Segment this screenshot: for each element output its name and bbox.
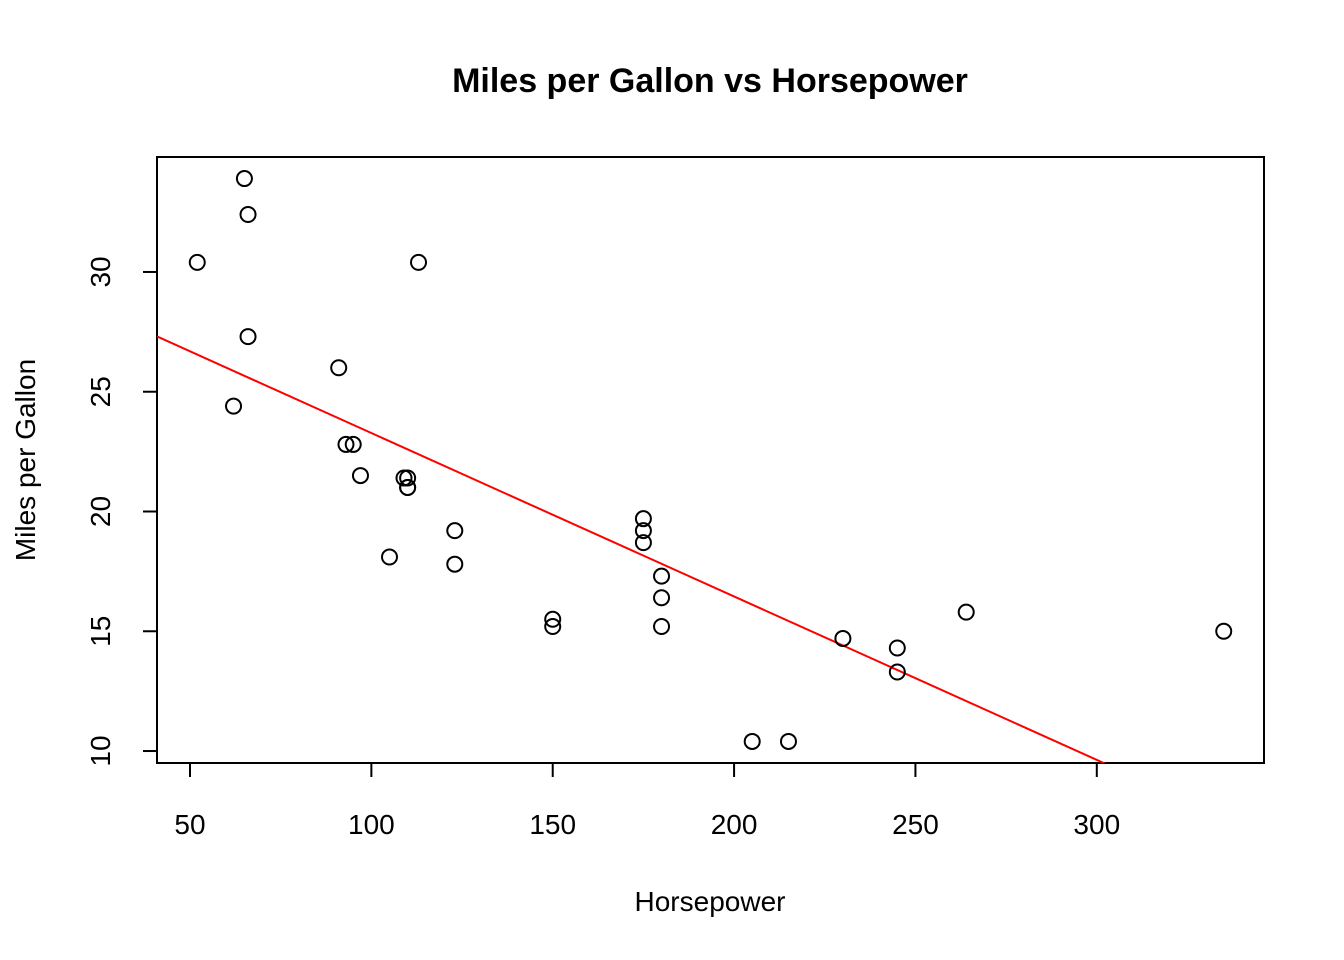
data-point: [544, 610, 562, 628]
data-points: [188, 170, 1233, 750]
data-point: [239, 205, 257, 223]
data-point: [188, 253, 206, 271]
y-tick-label: 30: [85, 256, 116, 287]
x-tick-label: 150: [529, 809, 576, 840]
data-point: [235, 170, 253, 188]
data-point: [634, 510, 652, 528]
data-point: [399, 479, 417, 497]
data-point: [888, 663, 906, 681]
data-point: [779, 732, 797, 750]
data-point: [337, 435, 355, 453]
data-point: [399, 469, 417, 487]
x-tick-label: 250: [892, 809, 939, 840]
x-axis-label: Horsepower: [635, 886, 786, 917]
data-point: [653, 617, 671, 635]
data-point: [410, 253, 428, 271]
x-tick-label: 100: [348, 809, 395, 840]
data-point: [446, 555, 464, 573]
y-tick-label: 20: [85, 496, 116, 527]
data-point: [1215, 622, 1233, 640]
data-point: [380, 548, 398, 566]
data-point: [225, 397, 243, 415]
y-tick-label: 15: [85, 616, 116, 647]
regression-line: [157, 335, 1107, 763]
x-tick-label: 300: [1073, 809, 1120, 840]
data-point: [544, 617, 562, 635]
y-axis-label: Miles per Gallon: [10, 359, 41, 561]
data-point: [344, 435, 362, 453]
data-point: [743, 732, 761, 750]
data-point: [239, 328, 257, 346]
data-point: [634, 534, 652, 552]
plot-frame: [156, 156, 1265, 764]
data-point: [351, 467, 369, 485]
x-tick-label: 200: [711, 809, 758, 840]
y-axis: 10 15 20 25 30: [85, 256, 158, 767]
data-point: [888, 639, 906, 657]
y-tick-label: 10: [85, 735, 116, 766]
data-point: [634, 522, 652, 540]
data-point: [653, 567, 671, 585]
data-point: [653, 589, 671, 607]
y-tick-label: 25: [85, 376, 116, 407]
data-point: [957, 603, 975, 621]
chart-title: Miles per Gallon vs Horsepower: [452, 62, 968, 100]
data-point: [330, 359, 348, 377]
data-point: [834, 629, 852, 647]
x-axis: 50 100 150 200 250 300: [174, 762, 1120, 840]
data-point: [395, 469, 413, 487]
x-tick-label: 50: [174, 809, 205, 840]
data-point: [446, 522, 464, 540]
